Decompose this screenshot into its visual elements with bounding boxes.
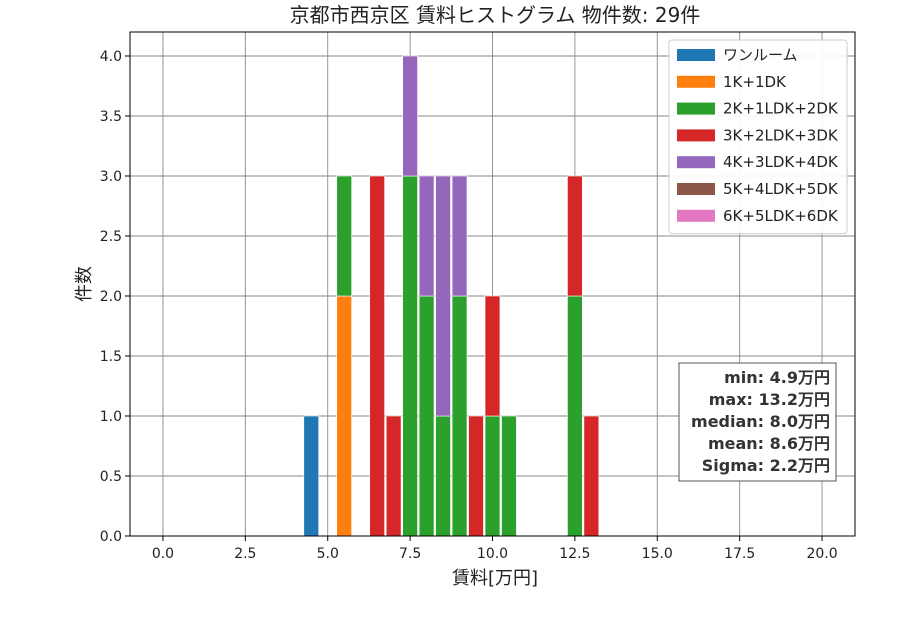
y-axis-ticks: 0.0 0.5 1.0 1.5 2.0 2.5 3.0 3.5 4.0 bbox=[100, 49, 130, 545]
histogram-bar bbox=[567, 295, 583, 537]
histogram-bar bbox=[435, 175, 451, 417]
x-tick-label: 17.5 bbox=[724, 546, 755, 562]
y-axis-label: 件数 bbox=[74, 266, 95, 302]
legend-swatch bbox=[677, 102, 715, 115]
histogram-bar bbox=[468, 415, 484, 537]
histogram-bar bbox=[501, 415, 517, 537]
legend: ワンルーム 1K+1DK 2K+1LDK+2DK 3K+2LDK+3DK 4K+3LDK… bbox=[668, 39, 848, 235]
y-tick-label: 2.5 bbox=[100, 229, 122, 245]
y-tick-label: 3.0 bbox=[100, 169, 122, 185]
legend-entry: 2K+1LDK+2DK bbox=[723, 100, 839, 118]
chart-title: 京都市西京区 賃料ヒストグラム 物件数: 29件 bbox=[290, 3, 701, 27]
legend-entry: 1K+1DK bbox=[723, 73, 787, 91]
y-tick-label: 1.0 bbox=[100, 409, 122, 425]
x-tick-label: 7.5 bbox=[399, 546, 421, 562]
x-tick-label: 20.0 bbox=[806, 546, 837, 562]
x-axis-label: 賃料[万円] bbox=[452, 568, 538, 589]
histogram-bar bbox=[336, 175, 352, 297]
legend-entry: 3K+2LDK+3DK bbox=[723, 126, 839, 144]
x-tick-label: 15.0 bbox=[642, 546, 673, 562]
y-tick-label: 1.5 bbox=[100, 349, 122, 365]
x-tick-label: 5.0 bbox=[317, 546, 339, 562]
x-tick-label: 12.5 bbox=[559, 546, 590, 562]
x-axis-ticks: 0.0 2.5 5.0 7.5 10.0 12.5 15.0 17.5 20.0 bbox=[152, 536, 838, 562]
x-tick-label: 0.0 bbox=[152, 546, 174, 562]
histogram-bar bbox=[385, 415, 402, 537]
legend-swatch bbox=[677, 209, 715, 222]
stats-box-frame bbox=[678, 362, 837, 482]
stats-line: Sigma: 2.2万円 bbox=[702, 456, 830, 475]
legend-swatch bbox=[677, 75, 715, 88]
histogram-bar bbox=[567, 175, 583, 297]
histogram-bar bbox=[402, 175, 418, 537]
histogram-bar bbox=[303, 415, 319, 537]
histogram-bar bbox=[369, 175, 385, 537]
histogram-bar bbox=[336, 295, 352, 537]
stats-line: max: 13.2万円 bbox=[709, 390, 830, 409]
legend-entry: 6K+5LDK+6DK bbox=[723, 207, 839, 225]
legend-swatch bbox=[677, 49, 715, 61]
stats-box: min: 4.9万円 max: 13.2万円 median: 8.0万円 mean: … bbox=[678, 362, 837, 482]
legend-swatch bbox=[677, 129, 715, 142]
histogram-bar bbox=[451, 175, 468, 297]
y-tick-label: 4.0 bbox=[100, 49, 122, 65]
histogram-bar bbox=[484, 415, 501, 537]
stats-line: mean: 8.6万円 bbox=[708, 434, 830, 453]
legend-entry: 4K+3LDK+4DK bbox=[723, 153, 839, 171]
histogram-bar bbox=[484, 295, 501, 417]
legend-swatch bbox=[677, 156, 715, 169]
stats-line: median: 8.0万円 bbox=[691, 412, 830, 431]
histogram-bar bbox=[583, 415, 600, 537]
histogram-bar bbox=[418, 295, 435, 537]
histogram-bar bbox=[418, 175, 435, 297]
y-tick-label: 3.5 bbox=[100, 109, 122, 125]
histogram-bars bbox=[303, 55, 600, 537]
x-tick-label: 2.5 bbox=[234, 546, 256, 562]
stats-line: min: 4.9万円 bbox=[724, 368, 830, 387]
y-tick-label: 2.0 bbox=[100, 289, 122, 305]
histogram-bar bbox=[435, 415, 451, 537]
legend-entry: ワンルーム bbox=[723, 46, 798, 64]
y-tick-label: 0.0 bbox=[100, 529, 122, 545]
x-tick-label: 10.0 bbox=[477, 546, 508, 562]
histogram-bar bbox=[451, 295, 468, 537]
histogram-bar bbox=[402, 55, 418, 177]
legend-entry: 5K+4LDK+5DK bbox=[723, 180, 839, 198]
legend-swatch bbox=[677, 183, 715, 195]
y-tick-label: 0.5 bbox=[100, 469, 122, 485]
